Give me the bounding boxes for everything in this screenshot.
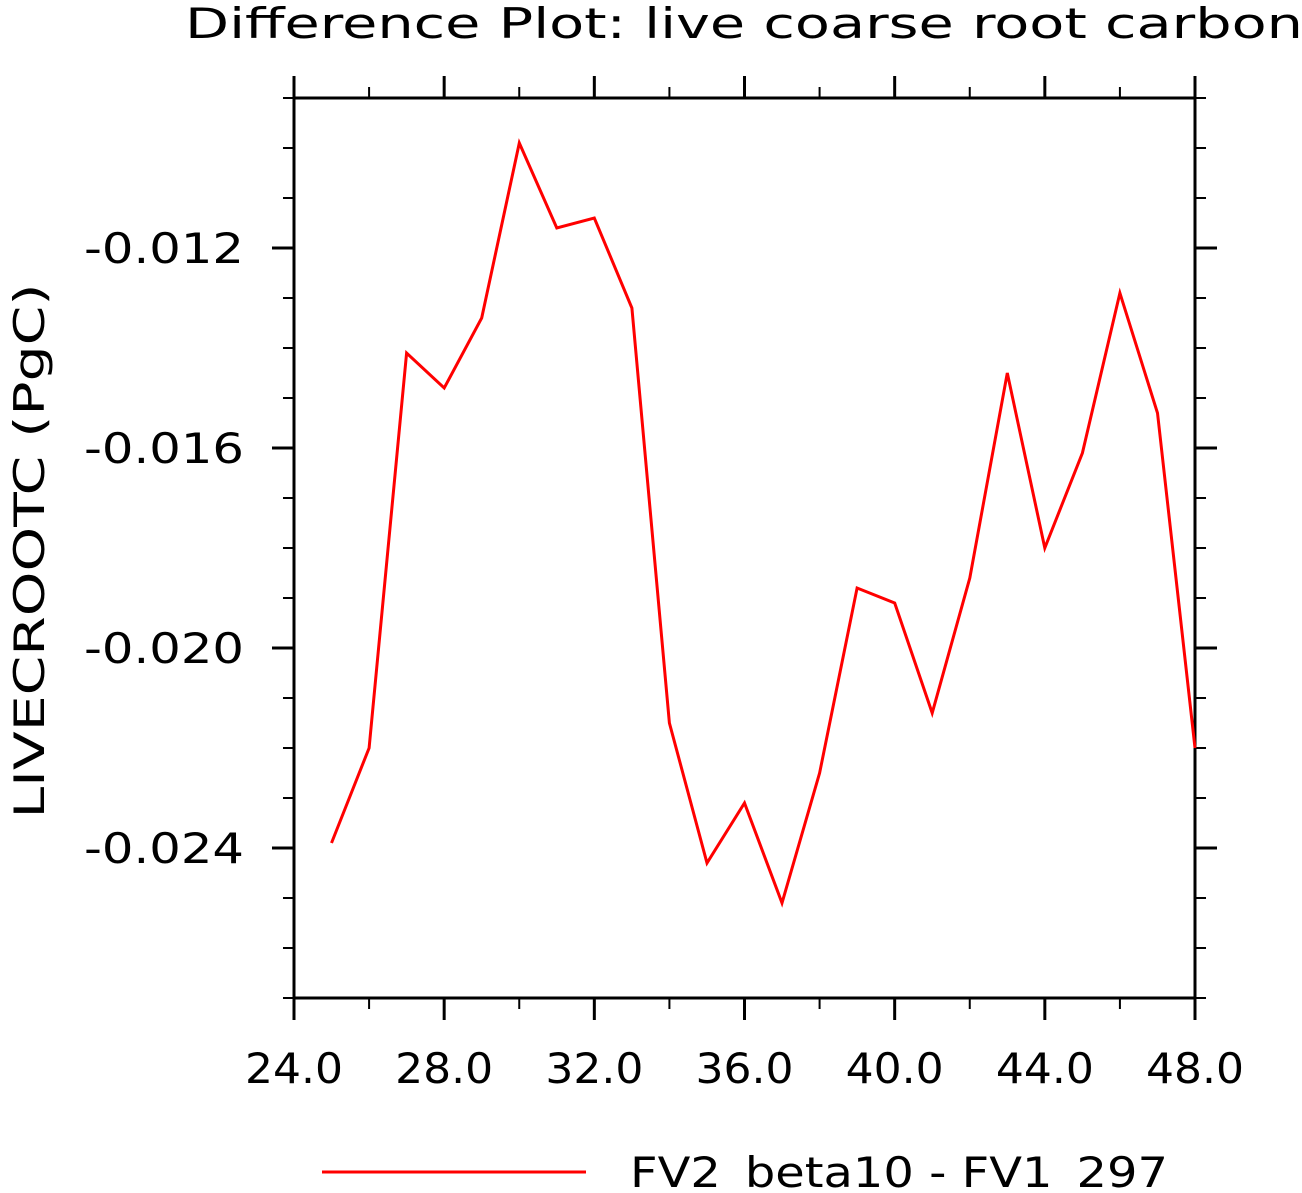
x-tick-label: 28.0 — [395, 1044, 493, 1093]
y-tick-label: -0.024 — [84, 824, 244, 873]
x-tick-label: 36.0 — [696, 1044, 794, 1093]
series-layer — [330, 138, 1197, 908]
x-tick-label: 44.0 — [996, 1044, 1094, 1093]
axis-ticks: 24.0 28.0 32.0 36.0 40.0 44.0 48.0 -0.024 -0.020… — [84, 76, 1244, 1093]
x-tick-label: 40.0 — [846, 1044, 944, 1093]
chart-title: Difference Plot: live coarse root carbon — [185, 0, 1302, 48]
y-axis-label: LIVECROOTC (PgC) — [5, 284, 54, 819]
x-tick-label: 24.0 — [245, 1044, 343, 1093]
plot-frame — [292, 96, 1197, 1000]
series-line — [330, 138, 1197, 908]
y-tick-label: -0.012 — [84, 224, 244, 273]
legend-label: FV2_beta10 - FV1_297 — [630, 1148, 1168, 1193]
y-tick-label: -0.016 — [84, 424, 244, 473]
x-tick-label: 48.0 — [1146, 1044, 1244, 1093]
y-tick-label: -0.020 — [84, 624, 244, 673]
legend: FV2_beta10 - FV1_297 — [322, 1148, 1168, 1193]
x-tick-label: 32.0 — [545, 1044, 643, 1093]
